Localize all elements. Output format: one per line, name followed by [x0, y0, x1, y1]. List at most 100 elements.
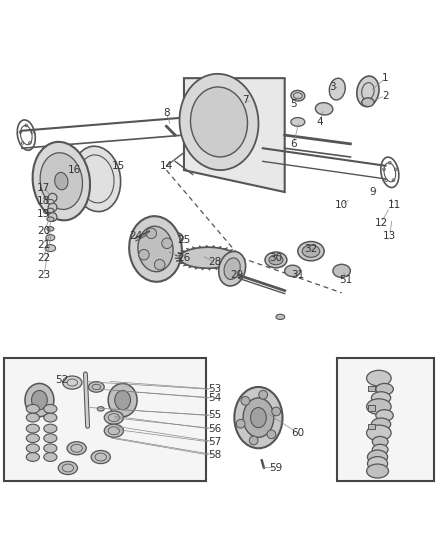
- Ellipse shape: [219, 252, 246, 286]
- Ellipse shape: [371, 392, 391, 404]
- Text: 10: 10: [335, 200, 348, 210]
- Ellipse shape: [25, 383, 54, 417]
- Ellipse shape: [32, 142, 90, 220]
- Text: 56: 56: [208, 424, 221, 433]
- Ellipse shape: [55, 172, 68, 190]
- Text: 30: 30: [269, 253, 283, 263]
- Text: 22: 22: [37, 253, 50, 263]
- Text: 32: 32: [304, 244, 318, 254]
- Ellipse shape: [26, 424, 39, 433]
- Ellipse shape: [285, 265, 300, 277]
- Ellipse shape: [104, 424, 124, 437]
- Ellipse shape: [191, 87, 247, 157]
- Ellipse shape: [376, 410, 393, 421]
- Text: 3: 3: [329, 82, 336, 92]
- Ellipse shape: [291, 118, 305, 126]
- Ellipse shape: [72, 146, 120, 212]
- Ellipse shape: [58, 462, 78, 474]
- Ellipse shape: [302, 245, 320, 257]
- Text: 53: 53: [208, 384, 221, 394]
- Text: 7: 7: [242, 95, 249, 105]
- Ellipse shape: [47, 217, 54, 221]
- Ellipse shape: [367, 370, 391, 386]
- Circle shape: [236, 419, 245, 428]
- Ellipse shape: [357, 76, 379, 107]
- Ellipse shape: [26, 405, 39, 413]
- Ellipse shape: [45, 245, 56, 252]
- Text: 60: 60: [291, 428, 304, 438]
- Ellipse shape: [265, 252, 287, 268]
- Ellipse shape: [251, 408, 266, 427]
- Bar: [337, 359, 434, 481]
- Ellipse shape: [26, 413, 39, 422]
- Ellipse shape: [367, 450, 388, 464]
- Text: 24: 24: [129, 231, 142, 241]
- Text: 55: 55: [208, 410, 221, 421]
- Ellipse shape: [167, 232, 183, 244]
- Text: 15: 15: [112, 161, 125, 171]
- Text: 8: 8: [163, 108, 170, 118]
- Circle shape: [241, 397, 250, 405]
- Ellipse shape: [48, 203, 57, 212]
- Circle shape: [267, 430, 276, 439]
- Ellipse shape: [376, 383, 393, 395]
- Ellipse shape: [63, 376, 82, 389]
- Text: 26: 26: [177, 253, 191, 263]
- Text: 21: 21: [37, 240, 50, 249]
- Ellipse shape: [88, 382, 104, 392]
- Ellipse shape: [47, 227, 54, 231]
- Ellipse shape: [367, 457, 388, 471]
- Ellipse shape: [97, 407, 104, 411]
- Ellipse shape: [26, 444, 39, 453]
- Ellipse shape: [291, 91, 305, 101]
- Ellipse shape: [48, 193, 57, 202]
- Text: 52: 52: [55, 375, 68, 385]
- Ellipse shape: [32, 391, 47, 410]
- Circle shape: [139, 249, 149, 260]
- Text: 51: 51: [339, 274, 353, 285]
- Bar: [368, 405, 375, 410]
- Ellipse shape: [26, 434, 39, 442]
- Ellipse shape: [367, 399, 391, 415]
- Text: 18: 18: [37, 196, 50, 206]
- Ellipse shape: [298, 241, 324, 261]
- Text: 14: 14: [160, 161, 173, 171]
- Ellipse shape: [372, 437, 388, 447]
- Ellipse shape: [44, 434, 57, 442]
- Text: 11: 11: [388, 200, 401, 210]
- Ellipse shape: [44, 405, 57, 413]
- Text: 59: 59: [269, 463, 283, 473]
- Ellipse shape: [47, 199, 54, 204]
- Ellipse shape: [129, 216, 182, 282]
- Polygon shape: [180, 247, 237, 268]
- Text: 28: 28: [208, 257, 221, 267]
- Ellipse shape: [180, 74, 258, 170]
- Text: 5: 5: [290, 100, 297, 109]
- Ellipse shape: [362, 98, 374, 107]
- Text: 9: 9: [369, 187, 376, 197]
- Text: 12: 12: [374, 217, 388, 228]
- Text: 1: 1: [382, 73, 389, 83]
- Ellipse shape: [333, 264, 350, 278]
- Ellipse shape: [48, 213, 57, 221]
- Ellipse shape: [47, 208, 54, 213]
- Ellipse shape: [44, 424, 57, 433]
- Bar: [4, 359, 206, 481]
- Ellipse shape: [40, 153, 82, 209]
- Ellipse shape: [104, 411, 124, 424]
- Text: 2: 2: [382, 91, 389, 101]
- Bar: [368, 386, 375, 391]
- Text: 4: 4: [316, 117, 323, 127]
- Bar: [368, 424, 375, 430]
- Ellipse shape: [108, 383, 137, 417]
- Ellipse shape: [67, 442, 86, 455]
- Ellipse shape: [371, 418, 391, 430]
- Ellipse shape: [91, 450, 110, 464]
- Ellipse shape: [269, 255, 283, 265]
- Text: 19: 19: [37, 209, 50, 219]
- Text: 17: 17: [37, 183, 50, 192]
- Text: 13: 13: [383, 231, 396, 241]
- Text: 29: 29: [230, 270, 243, 280]
- Ellipse shape: [44, 453, 57, 462]
- Ellipse shape: [315, 103, 333, 115]
